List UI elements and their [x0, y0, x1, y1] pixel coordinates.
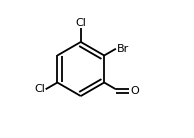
Text: O: O — [130, 86, 139, 96]
Text: Br: Br — [117, 44, 129, 54]
Text: Cl: Cl — [75, 18, 86, 28]
Text: Cl: Cl — [34, 84, 45, 94]
